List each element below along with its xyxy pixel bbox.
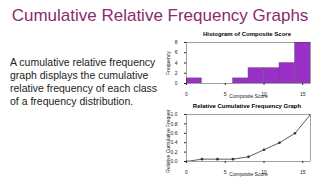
svg-text:5: 5 <box>224 91 227 97</box>
svg-text:6: 6 <box>175 49 178 55</box>
svg-text:0.4: 0.4 <box>171 139 178 145</box>
svg-text:Composite Score: Composite Score <box>229 171 268 177</box>
svg-text:0.8: 0.8 <box>171 121 178 127</box>
svg-text:Composite Score: Composite Score <box>229 93 268 99</box>
svg-text:15: 15 <box>300 169 306 175</box>
html-text:A cumulative relative frequenc: A cumulative relative frequency graph di… <box>10 56 158 107</box>
svg-text:0.0: 0.0 <box>171 158 178 164</box>
svg-text:2: 2 <box>175 70 178 76</box>
svg-text:15: 15 <box>300 91 306 97</box>
svg-text:0: 0 <box>185 91 188 97</box>
svg-text:0.2: 0.2 <box>171 149 178 155</box>
svg-text:5: 5 <box>224 169 227 175</box>
svg-text:8: 8 <box>175 39 178 45</box>
svg-text:1.0: 1.0 <box>171 111 178 117</box>
html-text:Cumulative Relative Frequency: Cumulative Relative Frequency Graphs <box>11 6 309 25</box>
svg-text:0.6: 0.6 <box>171 130 178 136</box>
svg-text:0: 0 <box>175 80 178 86</box>
svg-text:4: 4 <box>175 60 178 66</box>
html-text:Relative Cumulative Frequency: Relative Cumulative Frequency Graph <box>192 103 302 109</box>
svg-text:0: 0 <box>185 169 188 175</box>
svg-text:Frequency: Frequency <box>165 51 171 75</box>
svg-text:Relative Cumulative Frequency: Relative Cumulative Frequency <box>165 110 171 173</box>
html-text:Histogram of Composite Score: Histogram of Composite Score <box>203 31 291 37</box>
